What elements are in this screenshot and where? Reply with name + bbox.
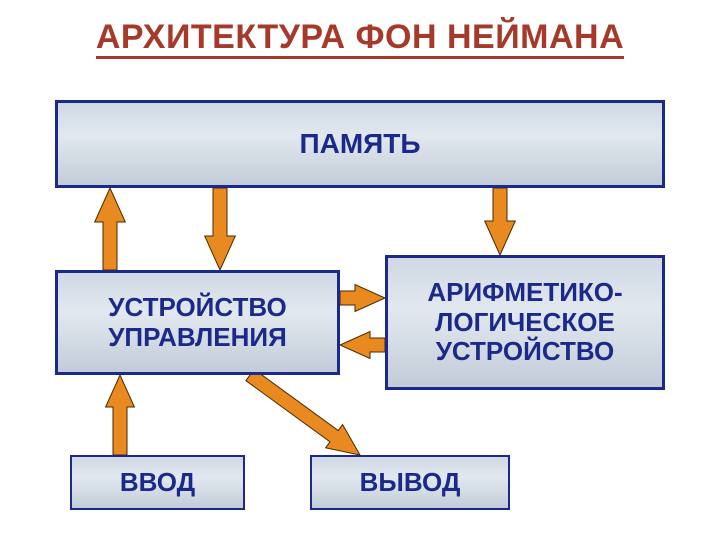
memory-to-alu-down bbox=[485, 188, 516, 255]
memory-to-control-down bbox=[205, 188, 236, 270]
control-to-output-diag bbox=[242, 363, 369, 466]
box-control: УСТРОЙСТВО УПРАВЛЕНИЯ bbox=[55, 270, 340, 375]
input-to-control-up bbox=[106, 375, 135, 455]
alu-to-control-left bbox=[340, 332, 385, 359]
control-to-memory-up bbox=[95, 188, 126, 270]
box-memory-label: ПАМЯТЬ bbox=[299, 128, 420, 160]
box-input: ВВОД bbox=[70, 455, 245, 510]
box-output-label: ВЫВОД bbox=[360, 468, 461, 498]
box-alu: АРИФМЕТИКО- ЛОГИЧЕСКОЕ УСТРОЙСТВО bbox=[385, 255, 665, 390]
box-memory: ПАМЯТЬ bbox=[55, 100, 665, 188]
box-alu-label: АРИФМЕТИКО- ЛОГИЧЕСКОЕ УСТРОЙСТВО bbox=[427, 278, 622, 368]
box-output: ВЫВОД bbox=[310, 455, 510, 510]
box-control-label: УСТРОЙСТВО УПРАВЛЕНИЯ bbox=[108, 293, 287, 353]
box-input-label: ВВОД bbox=[120, 468, 195, 498]
control-to-alu-right bbox=[340, 285, 385, 312]
